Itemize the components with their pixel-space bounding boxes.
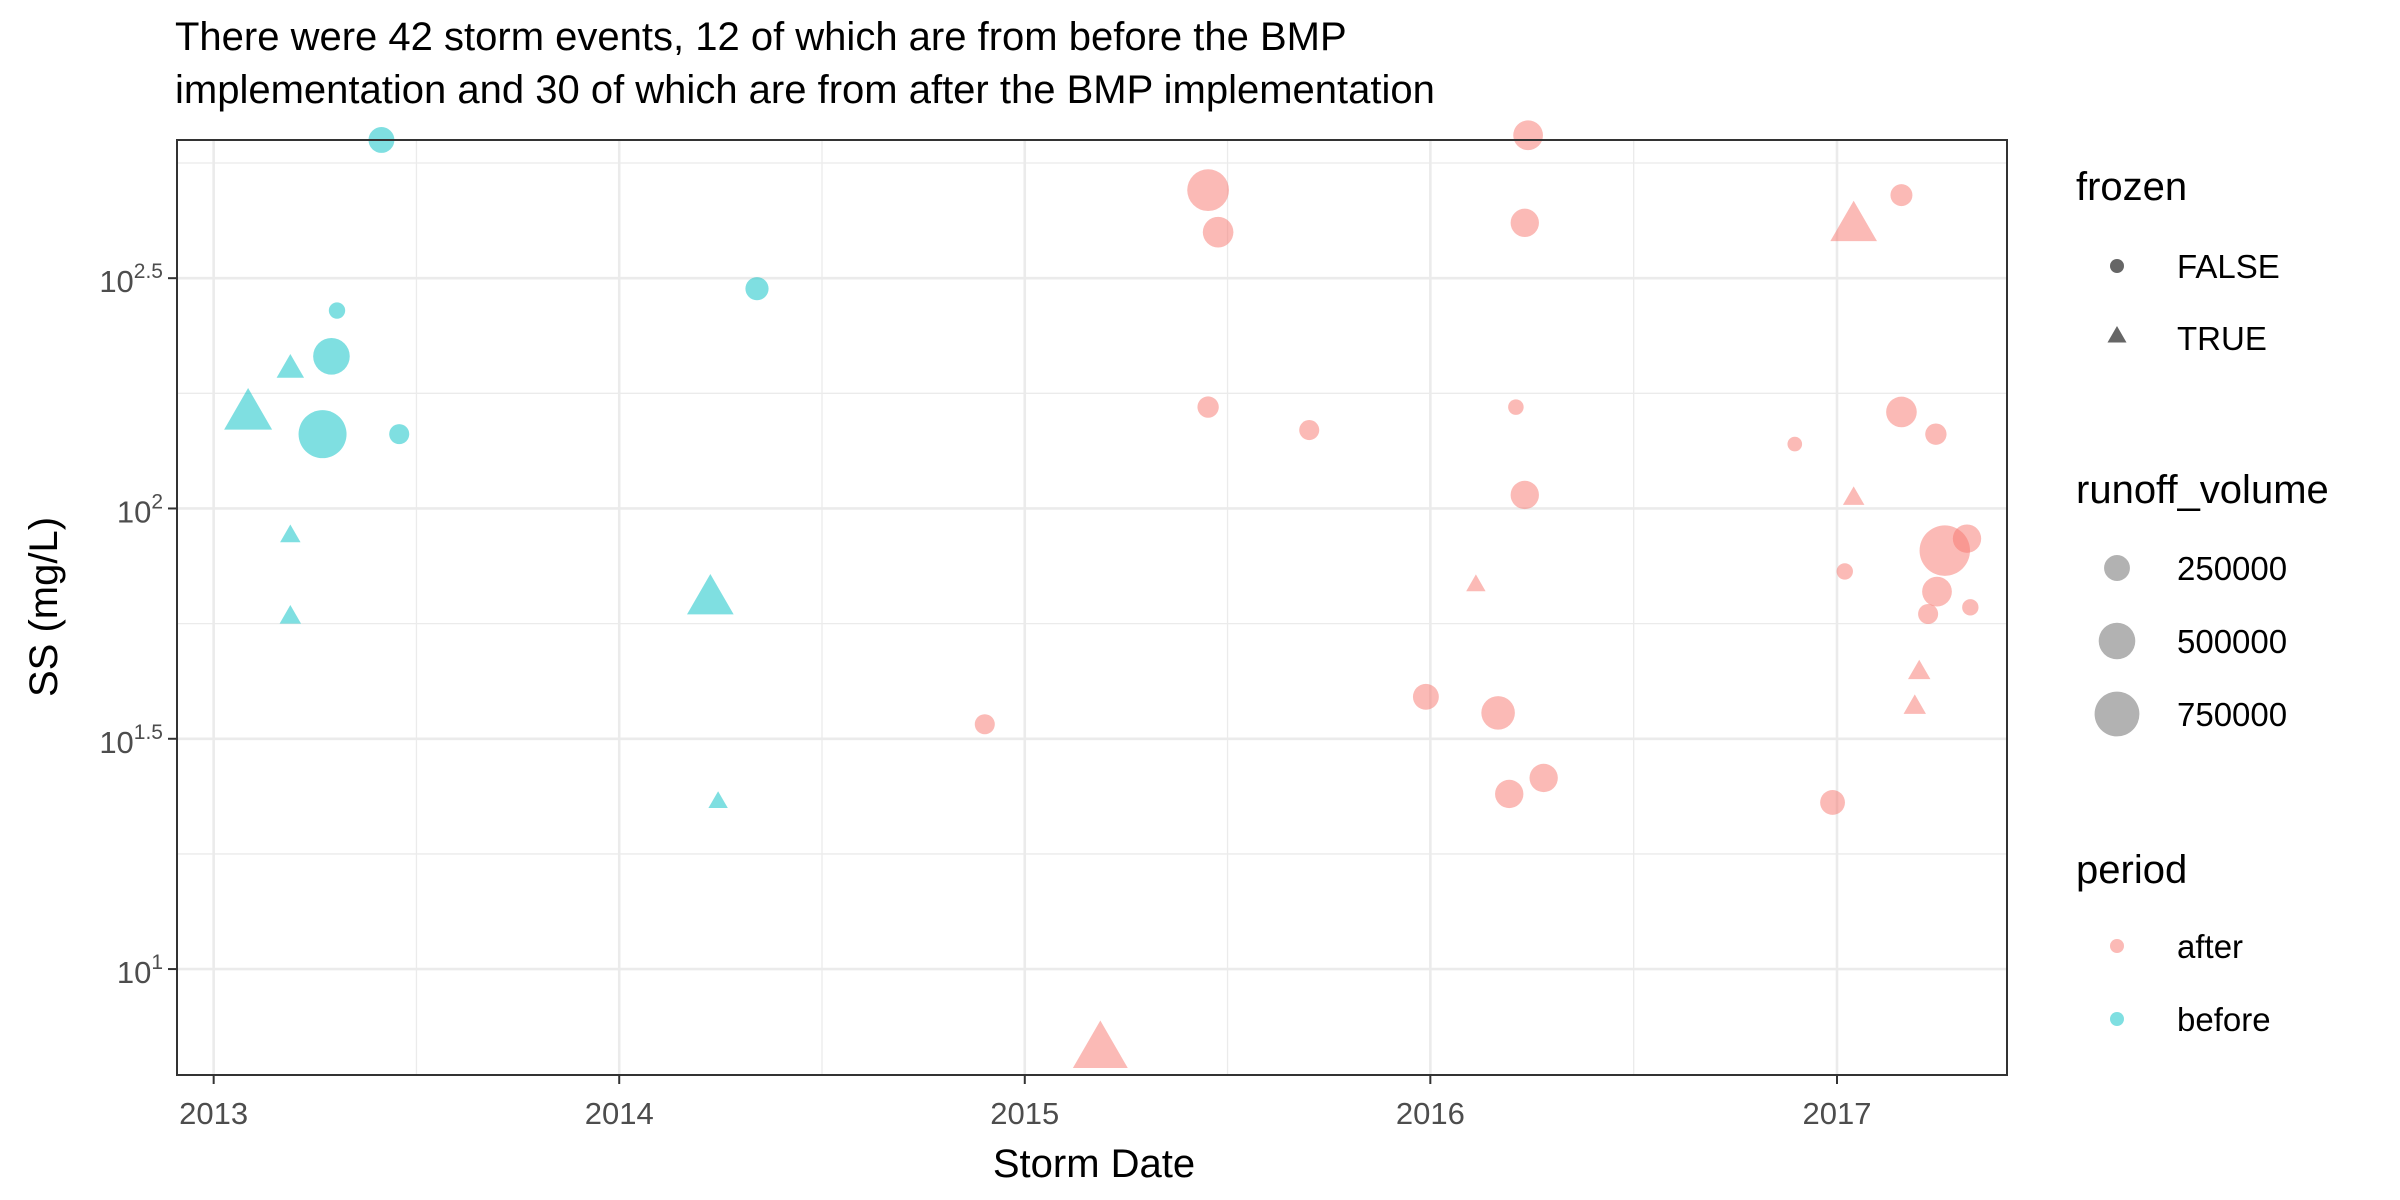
chart-title: There were 42 storm events, 12 of which … <box>175 15 1435 112</box>
after-point <box>1412 683 1439 710</box>
after-frozen-point <box>1903 694 1926 714</box>
after-frozen-point <box>1830 200 1877 242</box>
after-point <box>1187 169 1229 212</box>
x-axis: 2013 2014 2015 2016 2017 <box>179 1075 1871 1131</box>
y-tick-label: 101 <box>117 951 163 990</box>
y-tick-label: 102.5 <box>99 260 163 299</box>
after-point <box>1202 216 1234 248</box>
after-point <box>1299 420 1320 441</box>
x-tick-label: 2017 <box>1803 1096 1872 1131</box>
plot-panel-border <box>176 139 2008 1076</box>
y-axis-label: SS (mg/L) <box>22 517 66 697</box>
legend-runoff-label: 500000 <box>2177 623 2287 660</box>
legend-runoff-key <box>2104 555 2130 581</box>
after-frozen-point <box>1072 1020 1128 1069</box>
before-frozen-point <box>224 388 273 430</box>
after-point <box>1886 396 1917 428</box>
x-tick-label: 2013 <box>179 1096 248 1131</box>
before-point <box>745 277 769 301</box>
before-point <box>298 410 347 459</box>
before-frozen-point <box>279 605 302 624</box>
legend-period-key <box>2110 939 2124 953</box>
legend-runoff-label: 250000 <box>2177 550 2287 587</box>
x-tick-label: 2016 <box>1396 1096 1465 1131</box>
minor-gridlines <box>177 140 2007 1075</box>
after-point <box>1918 603 1939 625</box>
after-point <box>1197 396 1219 418</box>
after-point <box>1925 423 1947 445</box>
chart-title-line-1: There were 42 storm events, 12 of which … <box>175 15 1347 59</box>
after-point <box>1962 599 1979 616</box>
before-frozen-point <box>280 524 301 543</box>
y-tick-label: 101.5 <box>99 721 163 760</box>
plot-panel <box>177 140 2007 1075</box>
after-point <box>1787 436 1803 452</box>
legend-runoff-label: 750000 <box>2177 696 2287 733</box>
after-point <box>1510 480 1539 510</box>
legend-frozen-title: frozen <box>2076 165 2187 209</box>
before-frozen-point <box>687 573 734 615</box>
after-point <box>1836 563 1853 580</box>
after-point <box>1495 779 1524 809</box>
legend-runoff-title: runoff_volume <box>2076 468 2329 512</box>
legend-frozen-false-label: FALSE <box>2177 248 2280 285</box>
legend-frozen-true-label: TRUE <box>2177 320 2267 357</box>
y-axis: 101 101.5 102 102.5 <box>99 260 177 990</box>
x-axis-label: Storm Date <box>993 1142 1195 1186</box>
before-frozen-point <box>708 791 728 809</box>
legend-runoff-key <box>2094 691 2140 737</box>
chart-title-line-2: implementation and 30 of which are from … <box>175 68 1435 112</box>
legend-runoff-key <box>2098 622 2136 660</box>
before-frozen-point <box>276 353 305 378</box>
y-tick-label: 102 <box>117 490 163 529</box>
after-point <box>1820 790 1845 815</box>
after-point <box>974 714 995 735</box>
after-point <box>1513 120 1543 151</box>
after-point <box>1508 399 1524 415</box>
legend-period-key <box>2110 1012 2124 1026</box>
before-point <box>313 337 350 375</box>
legend-frozen-false-key <box>2110 259 2124 273</box>
after-point <box>1510 208 1539 238</box>
after-frozen-point <box>1842 486 1865 505</box>
before-point <box>328 302 346 319</box>
major-gridlines <box>177 140 2007 1075</box>
before-point <box>389 424 410 445</box>
x-tick-label: 2014 <box>585 1096 654 1131</box>
legend: frozen FALSE TRUE runoff_volume 250000 500000… <box>2076 165 2329 1038</box>
after-point <box>1890 184 1913 207</box>
x-tick-label: 2015 <box>990 1096 1059 1131</box>
after-point <box>1922 576 1952 607</box>
legend-period-label: after <box>2177 928 2243 965</box>
after-frozen-point <box>1908 659 1931 680</box>
after-point <box>1481 696 1515 730</box>
after-point <box>1529 763 1558 793</box>
data-points <box>224 120 1982 1069</box>
after-point <box>1919 525 1971 576</box>
legend-period-title: period <box>2076 848 2187 892</box>
after-frozen-point <box>1466 574 1486 592</box>
legend-frozen-true-key <box>2107 326 2127 343</box>
legend-period-label: before <box>2177 1001 2271 1038</box>
